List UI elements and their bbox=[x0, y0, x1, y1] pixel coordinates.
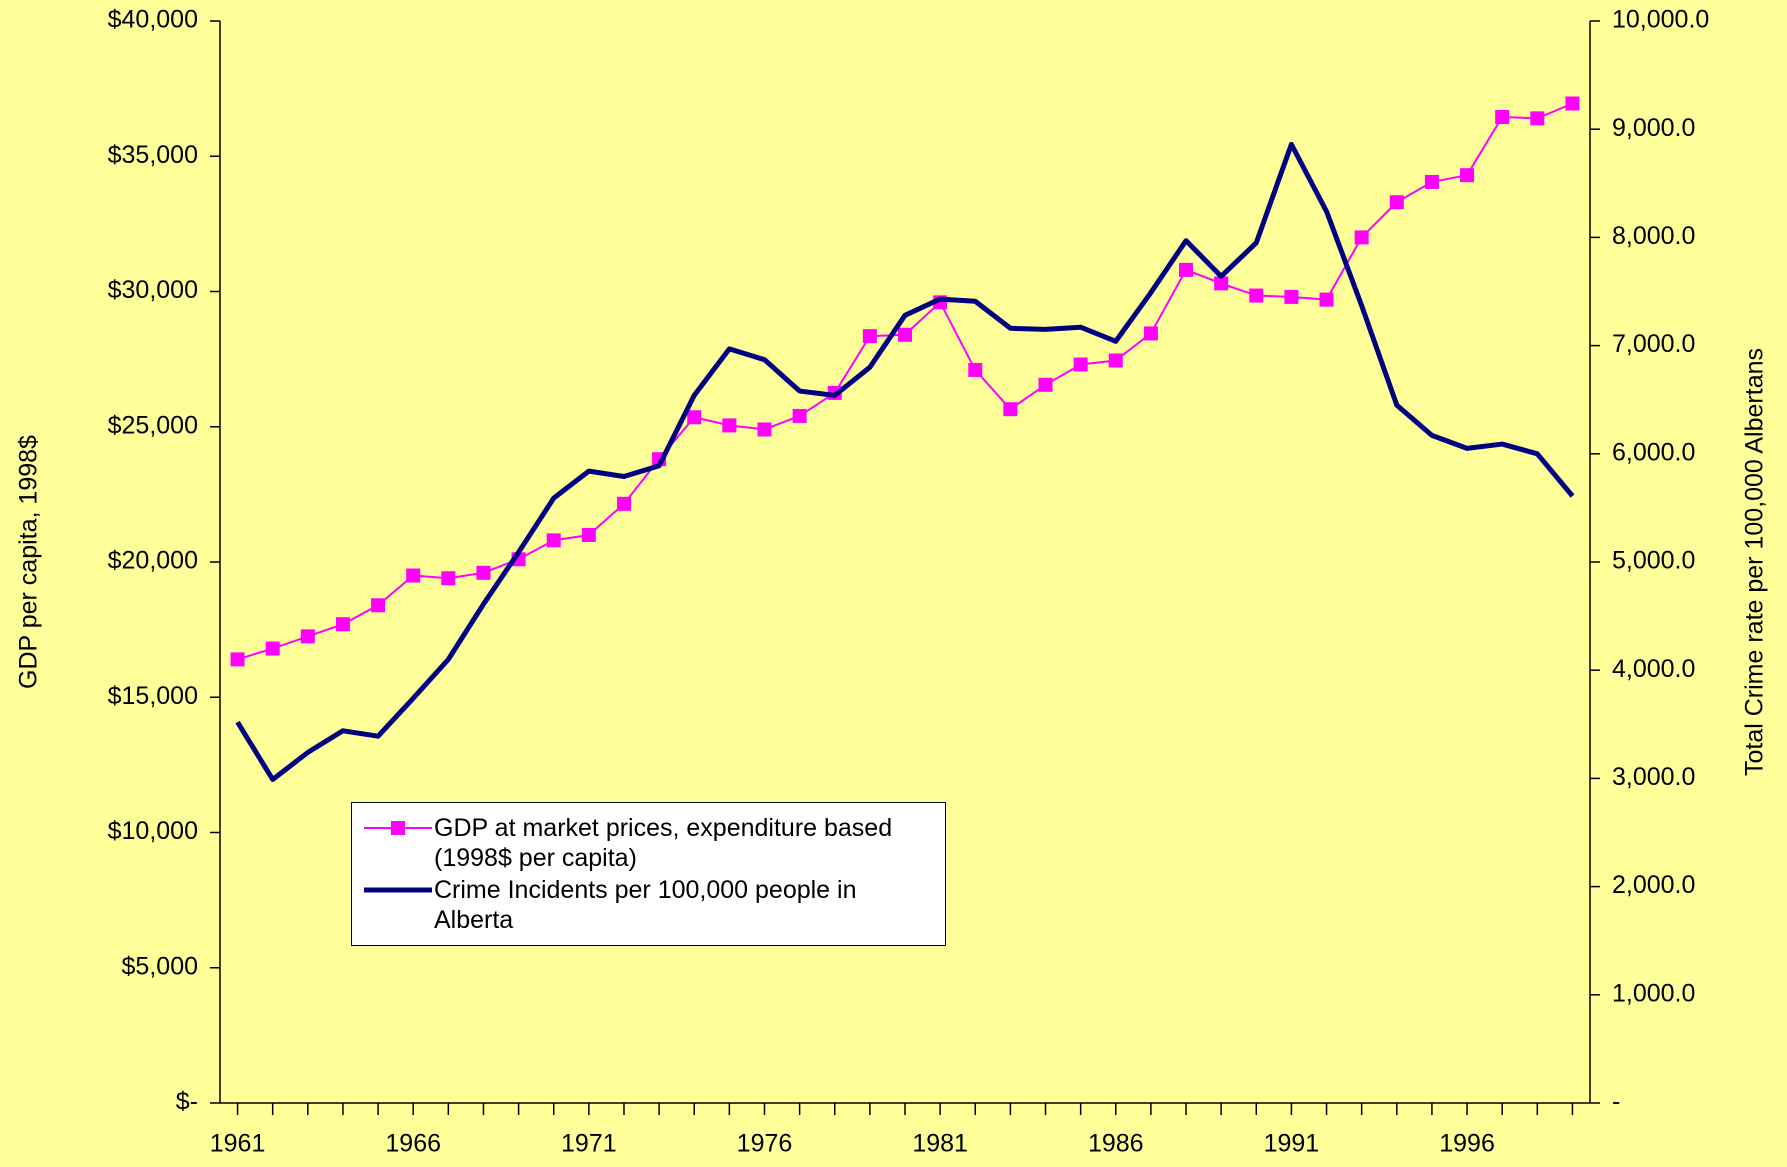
series-marker bbox=[968, 362, 983, 377]
y2-tick-label: 3,000.0 bbox=[1612, 763, 1695, 791]
series-marker bbox=[792, 408, 807, 423]
series-marker bbox=[265, 641, 280, 656]
series-marker bbox=[1108, 353, 1123, 368]
y2-axis-title: Total Crime rate per 100,000 Albertans bbox=[1741, 348, 1769, 776]
y-tick-label: $30,000 bbox=[108, 276, 198, 304]
series-marker bbox=[581, 527, 596, 542]
series-marker bbox=[757, 422, 772, 437]
y2-tick-label: 2,000.0 bbox=[1612, 871, 1695, 899]
series-marker bbox=[1179, 262, 1194, 277]
legend: GDP at market prices, expenditure based … bbox=[351, 802, 946, 946]
y2-tick-label: 5,000.0 bbox=[1612, 547, 1695, 575]
x-tick-label: 1981 bbox=[912, 1130, 968, 1158]
series-line bbox=[237, 102, 1573, 661]
legend-label: Crime Incidents per 100,000 people in Al… bbox=[434, 876, 857, 934]
y-tick-label: $35,000 bbox=[108, 141, 198, 169]
y-tick-label: $20,000 bbox=[108, 547, 198, 575]
series-marker bbox=[335, 617, 350, 632]
x-tick-label: 1991 bbox=[1264, 1130, 1320, 1158]
series-marker bbox=[371, 598, 386, 613]
y2-tick-label: 8,000.0 bbox=[1612, 222, 1695, 250]
y2-tick-label: 6,000.0 bbox=[1612, 438, 1695, 466]
x-tick-label: 1976 bbox=[737, 1130, 793, 1158]
series-marker bbox=[616, 496, 631, 511]
y2-tick-label: - bbox=[1612, 1088, 1620, 1116]
legend-key bbox=[364, 887, 432, 893]
series-marker bbox=[1214, 276, 1229, 291]
series-marker bbox=[1460, 168, 1475, 183]
series-marker bbox=[862, 329, 877, 344]
x-tick-label: 1971 bbox=[561, 1130, 617, 1158]
series-marker bbox=[1354, 230, 1369, 245]
series-marker bbox=[300, 629, 315, 644]
series-marker bbox=[1530, 111, 1545, 126]
y-tick-label: $10,000 bbox=[108, 817, 198, 845]
series-marker bbox=[1143, 326, 1158, 341]
y2-tick-label: 9,000.0 bbox=[1612, 114, 1695, 142]
series-marker bbox=[1003, 402, 1018, 417]
y-tick-label: $15,000 bbox=[108, 682, 198, 710]
series-marker bbox=[1038, 377, 1053, 392]
legend-marker bbox=[391, 821, 405, 835]
series-marker bbox=[1073, 357, 1088, 372]
y-axis-title: GDP per capita, 1998$ bbox=[15, 435, 43, 689]
series-marker bbox=[546, 533, 561, 548]
series-marker bbox=[687, 410, 702, 425]
y-tick-label: $40,000 bbox=[108, 6, 198, 34]
series-marker bbox=[1319, 292, 1334, 307]
y-tick-label: $25,000 bbox=[108, 411, 198, 439]
series-line bbox=[235, 141, 1575, 782]
series-marker bbox=[230, 652, 245, 667]
legend-item: Crime Incidents per 100,000 people in Al… bbox=[362, 875, 935, 935]
y2-tick-label: 1,000.0 bbox=[1612, 979, 1695, 1007]
series-marker bbox=[1389, 195, 1404, 210]
x-tick-label: 1996 bbox=[1439, 1130, 1495, 1158]
legend-item: GDP at market prices, expenditure based … bbox=[362, 813, 935, 873]
y-tick-label: $5,000 bbox=[122, 952, 198, 980]
x-tick-label: 1966 bbox=[385, 1130, 441, 1158]
y2-tick-label: 10,000.0 bbox=[1612, 6, 1709, 34]
series-marker bbox=[406, 568, 421, 583]
series-marker bbox=[476, 565, 491, 580]
series-marker bbox=[898, 327, 912, 342]
series-marker bbox=[1249, 288, 1264, 303]
series-marker bbox=[1284, 289, 1299, 304]
series-marker bbox=[1565, 96, 1580, 111]
x-tick-label: 1986 bbox=[1088, 1130, 1144, 1158]
y2-tick-label: 7,000.0 bbox=[1612, 330, 1695, 358]
series-marker bbox=[722, 418, 737, 433]
x-tick-label: 1961 bbox=[210, 1130, 266, 1158]
series-marker bbox=[1424, 174, 1439, 189]
legend-label: GDP at market prices, expenditure based … bbox=[434, 814, 893, 872]
y2-tick-label: 4,000.0 bbox=[1612, 655, 1695, 683]
legend-key bbox=[364, 821, 432, 835]
y-tick-label: $- bbox=[176, 1088, 198, 1116]
series-marker bbox=[441, 571, 456, 586]
series-marker bbox=[1495, 110, 1510, 125]
